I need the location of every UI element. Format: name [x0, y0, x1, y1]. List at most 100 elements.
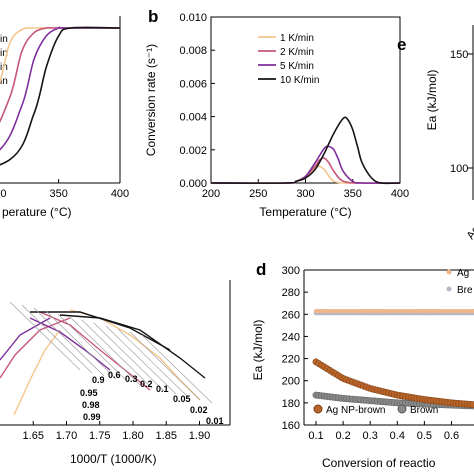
panel-c-fit-line-10	[117, 328, 189, 398]
panel-d-point-ag	[406, 308, 411, 313]
panel-c-conversion-label: 0.02	[190, 405, 208, 415]
panel-c-conversion-label: 0.01	[206, 416, 224, 426]
panel-label-d: d	[256, 260, 266, 279]
panel-d-y-tick-label: 300	[282, 265, 300, 277]
panel-d-point-ag	[356, 308, 360, 313]
panel-c-x-tick-label: 1.65	[23, 430, 44, 442]
panel-b-series-line-4	[210, 116, 401, 185]
panel-c-series-line-4	[39, 311, 151, 391]
panel-a-legend-label: in	[0, 48, 8, 59]
panel-d-point-ag	[454, 308, 458, 313]
panel-d-point-ag	[389, 308, 394, 313]
panel-c-conversion-label: 0.3	[125, 374, 138, 384]
panel-d-x-axis-title: Conversion of reactio	[322, 456, 436, 470]
panel-c-fit-line-8	[93, 322, 165, 392]
panel-c-conversion-label: 0.1	[156, 384, 169, 394]
panel-d-point-ag	[330, 308, 335, 313]
panel-c-series-line-2	[69, 309, 201, 401]
panel-d-point-ag	[325, 308, 330, 313]
panel-b-y-tick-label: 0.002	[179, 145, 207, 157]
panel-d-point-ag	[339, 308, 344, 313]
panel-b-x-tick-label: 250	[249, 188, 267, 200]
panel-d-y-tick-label: 160	[282, 420, 300, 432]
panel-d-point-ag	[386, 308, 391, 313]
panel-d-point-ag	[370, 308, 374, 313]
panel-d-legend-marker-bre	[446, 286, 452, 292]
panel-d-point-ag	[426, 308, 430, 313]
panel-a-legend-label: in	[0, 34, 8, 45]
panel-d-point-ag	[392, 308, 397, 313]
panel-c-fit-line-5	[57, 313, 129, 383]
panel-d-point-ag	[409, 308, 414, 313]
panel-d-y-tick-label: 280	[282, 287, 300, 299]
panel-c-x-tick-label: 1.80	[122, 430, 143, 442]
panel-d-x-tick-label: 0.2	[335, 430, 350, 442]
panel-c-conversion-label: 0.9	[92, 375, 105, 385]
panel-d-legend-label-ag-np-brown: Ag NP-brown	[326, 405, 385, 416]
panel-c-fit-line-9	[105, 325, 177, 395]
panel-c-x-axis-title: 1000/T (1000/K)	[70, 452, 157, 466]
panel-d-point-ag	[364, 308, 369, 313]
panel-c-conversion-label: 0.05	[173, 394, 191, 404]
panel-d-point-ag	[353, 308, 358, 313]
panel-d-point-ag	[378, 308, 383, 313]
panel-c-x-tick-label: 1.85	[156, 430, 177, 442]
panel-c-conversion-label: 0.99	[83, 412, 101, 422]
panel-d-x-tick-label: 0.4	[390, 430, 405, 442]
panel-d-point-ag	[448, 308, 453, 313]
panel-c-series-line-1	[13, 329, 61, 416]
panel-d-point-ag	[350, 308, 355, 313]
panel-c-fit-line-7	[81, 319, 153, 389]
panel-d-y-tick-label: 220	[282, 354, 300, 366]
panel-c-series-line-5	[0, 317, 51, 361]
panel-b-y-tick-label: 0.004	[179, 112, 207, 124]
panel-d-point-ag	[316, 308, 321, 313]
panel-c-fit-line-1	[9, 301, 81, 371]
panel-c-conversion-label: 0.2	[140, 379, 153, 389]
panel-d-point-ag-np-brown	[469, 401, 474, 409]
panel-d-y-tick-label: 180	[282, 398, 300, 410]
panel-c-series-line-3	[0, 317, 71, 379]
panel-d-point-ag	[423, 308, 428, 313]
panel-d-legend-marker-ag-np-brown	[313, 404, 323, 414]
panel-b-legend-label-3: 5 K/min	[280, 61, 314, 72]
panel-c-fit-line-4	[45, 310, 117, 380]
panel-b-x-tick-label: 350	[344, 188, 362, 200]
panel-d-point-ag	[451, 308, 456, 313]
panel-c-fit-line-2	[21, 304, 93, 374]
panel-d-point-ag	[384, 308, 388, 313]
panel-a-x-axis-title: perature (°C)	[2, 205, 72, 219]
panel-d-point-ag	[459, 308, 464, 313]
panel-c-conversion-label: 0.95	[80, 388, 98, 398]
panel-c-series-line-6	[29, 317, 111, 371]
panel-d-point-ag	[414, 308, 419, 313]
panel-d-point-ag	[437, 308, 442, 313]
panel-a-series-line-1	[0, 27, 120, 85]
panel-d-point-ag	[434, 308, 439, 313]
panel-b-legend-label-1: 1 K/min	[280, 33, 314, 44]
panel-d-point-ag	[395, 308, 400, 313]
panel-b-x-tick-label: 400	[391, 188, 409, 200]
panel-c-conversion-label: 0.98	[82, 400, 100, 410]
panel-e-y-axis-title: Ea (kJ/mol)	[425, 70, 439, 131]
panel-c-x-tick-label: 1.70	[56, 430, 77, 442]
panel-a-series-line-3	[0, 26, 120, 151]
panel-d-point-ag	[445, 308, 450, 313]
panel-d-legend-label-bre: Bre	[457, 285, 473, 296]
panel-d-point-ag	[375, 308, 380, 313]
panel-d-point-ag	[361, 308, 366, 313]
panel-b-y-tick-label: 0.000	[179, 178, 207, 190]
panel-e-x-tick-label: Ag	[465, 224, 474, 242]
panel-d-point-ag	[372, 308, 377, 313]
panel-d-legend-label-ag: Ag	[457, 268, 469, 279]
panel-d-point-ag	[456, 308, 461, 313]
panel-d-y-tick-label: 260	[282, 309, 300, 321]
panel-a-series-line-2	[0, 26, 120, 124]
panel-d-point-ag	[381, 308, 386, 313]
panel-d-point-ag	[398, 308, 402, 313]
panel-a-x-tick-label: 300	[0, 188, 7, 200]
panel-d-point-ag	[347, 308, 352, 313]
panel-e-y-tick-label: 100	[450, 163, 468, 175]
panel-d-point-ag	[428, 308, 433, 313]
panel-d-y-tick-label: 200	[282, 376, 300, 388]
